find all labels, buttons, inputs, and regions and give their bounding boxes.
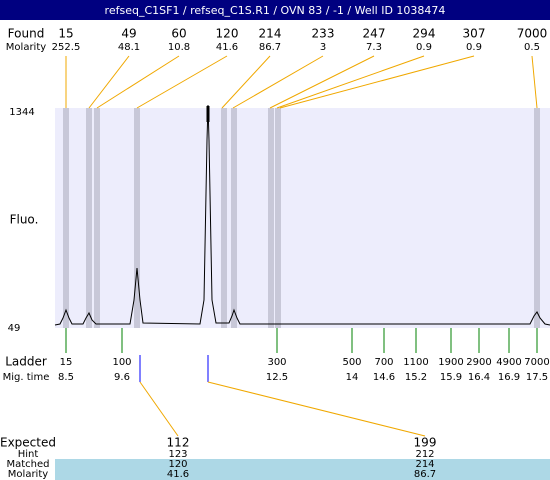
peak-band (231, 108, 237, 328)
connector (221, 55, 271, 109)
mig-time: 17.5 (526, 372, 548, 383)
found-size: 60 (171, 27, 186, 41)
molarity-label: Molarity (6, 42, 46, 53)
table-cell: 199 (414, 436, 437, 450)
table-cell: 123 (168, 449, 187, 460)
connector (207, 381, 426, 437)
found-size: 15 (58, 27, 73, 41)
ladder-label: Ladder (5, 355, 47, 369)
peak-band (63, 108, 69, 328)
ladder-size: 4900 (496, 357, 521, 368)
connector (139, 381, 179, 437)
table-cell: 212 (415, 449, 434, 460)
found-label: Found (8, 27, 45, 41)
found-molarity: 41.6 (216, 42, 238, 53)
mig-time: 16.9 (498, 372, 520, 383)
ladder-size: 1900 (438, 357, 463, 368)
found-size: 247 (363, 27, 386, 41)
ladder-size: 100 (112, 357, 131, 368)
connector (96, 55, 180, 109)
connector (276, 55, 425, 109)
row-label: Matched (6, 459, 49, 470)
peak-band (268, 108, 274, 328)
row-label: Hint (18, 449, 39, 460)
table-cell: 112 (167, 436, 190, 450)
found-size: 214 (259, 27, 282, 41)
top-label: 1344 (9, 107, 34, 118)
mig-time: 8.5 (58, 372, 74, 383)
found-molarity: 252.5 (52, 42, 81, 53)
mig-time: 12.5 (266, 372, 288, 383)
table-cell: 120 (168, 459, 187, 470)
peak-band (86, 108, 92, 328)
peak-band (534, 108, 540, 328)
ladder-size: 7000 (524, 357, 549, 368)
table-cell: 41.6 (167, 469, 189, 480)
found-size: 233 (312, 27, 335, 41)
peak-band (221, 108, 227, 328)
connector (136, 55, 228, 109)
mig-time: 9.6 (114, 372, 130, 383)
found-size: 307 (463, 27, 486, 41)
found-size: 120 (216, 27, 239, 41)
ladder-size: 2900 (466, 357, 491, 368)
found-molarity: 7.3 (366, 42, 382, 53)
title: refseq_C1SF1 / refseq_C1S.R1 / OVN 83 / … (105, 4, 446, 17)
found-molarity: 86.7 (259, 42, 281, 53)
trace (54, 104, 550, 326)
connector (279, 55, 475, 109)
peak-band (134, 108, 140, 328)
plot-area (55, 108, 550, 328)
row-label: Expected (0, 436, 56, 450)
mig-time: 14.6 (373, 372, 395, 383)
found-molarity: 48.1 (118, 42, 140, 53)
found-molarity: 0.9 (416, 42, 432, 53)
found-molarity: 3 (320, 42, 326, 53)
connector (269, 55, 375, 109)
found-molarity: 10.8 (168, 42, 190, 53)
found-size: 7000 (517, 27, 548, 41)
connector (232, 55, 324, 109)
axis-label: Fluo. (10, 213, 39, 227)
found-molarity: 0.9 (466, 42, 482, 53)
connector (88, 55, 130, 109)
mig-time-label: Mig. time (3, 372, 50, 383)
found-size: 294 (413, 27, 436, 41)
title-bar (0, 0, 550, 20)
connector (531, 55, 538, 109)
ladder-size: 1100 (403, 357, 428, 368)
mig-time: 15.2 (405, 372, 427, 383)
mig-time: 16.4 (468, 372, 490, 383)
peak-band (275, 108, 281, 328)
ladder-size: 15 (60, 357, 73, 368)
mig-time: 15.9 (440, 372, 462, 383)
found-molarity: 0.5 (524, 42, 540, 53)
mig-time: 14 (346, 372, 359, 383)
ladder-size: 300 (267, 357, 286, 368)
table-cell: 214 (415, 459, 434, 470)
found-size: 49 (121, 27, 136, 41)
row-label: Molarity (8, 469, 48, 480)
peak-band (94, 108, 100, 328)
ladder-size: 500 (342, 357, 361, 368)
bottom-label: 49 (8, 323, 21, 334)
matched-highlight (55, 459, 550, 480)
table-cell: 86.7 (414, 469, 436, 480)
ladder-size: 700 (374, 357, 393, 368)
